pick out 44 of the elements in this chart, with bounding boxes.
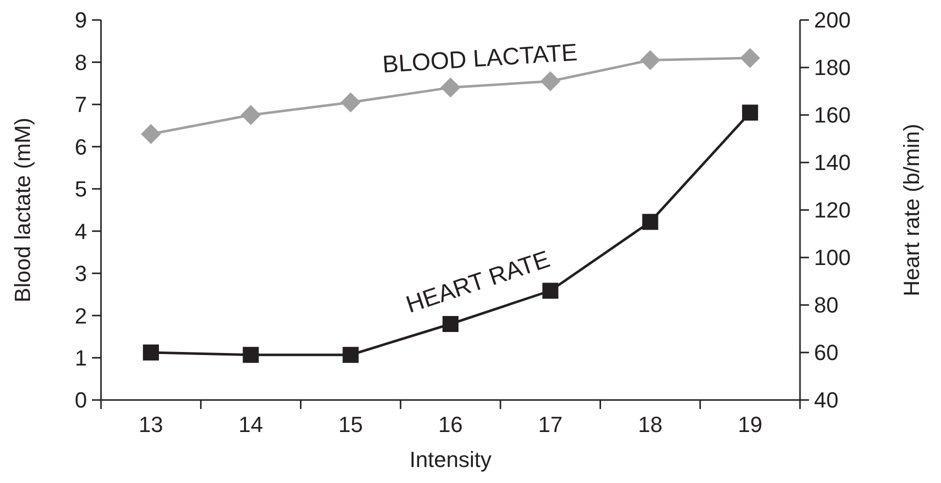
y2-tick-label: 60 <box>814 340 838 366</box>
x-tick-label: 17 <box>538 412 563 437</box>
x-tick-label: 19 <box>738 412 762 437</box>
point <box>640 50 660 70</box>
y-tick-label: 3 <box>74 261 87 286</box>
y-tick-label: 4 <box>74 218 87 244</box>
y2-tick-label: 140 <box>814 150 851 176</box>
x-tick-label: 18 <box>638 412 662 437</box>
point <box>242 346 259 363</box>
point <box>142 344 159 360</box>
y-tick-label: 6 <box>74 134 87 160</box>
y2-tick-label: 200 <box>814 8 851 33</box>
y2-axis-title: Heart rate (b/min) <box>899 124 924 296</box>
x-tick-label: 16 <box>438 412 463 437</box>
x-tick-label: 15 <box>338 412 363 437</box>
point <box>742 104 758 121</box>
y-tick-label: 0 <box>74 388 87 413</box>
x-tick-label: 13 <box>138 412 164 437</box>
y2-tick-label: 120 <box>814 198 851 223</box>
point <box>240 105 261 125</box>
y-axis-title: Blood lactate (mM) <box>10 118 35 302</box>
point <box>540 71 560 92</box>
x-axis-title: Intensity <box>410 447 492 472</box>
y-tick-label: 9 <box>74 8 87 33</box>
y-tick-label: 5 <box>74 176 87 202</box>
point <box>140 124 161 144</box>
y2-tick-label: 80 <box>814 292 838 318</box>
y-tick-label: 1 <box>74 345 87 370</box>
point <box>340 92 361 112</box>
x-tick-label: 14 <box>238 412 264 437</box>
point <box>440 78 460 98</box>
point <box>642 214 658 230</box>
y2-tick-label: 100 <box>814 245 851 270</box>
y-tick-label: 7 <box>74 92 87 118</box>
text: HEART RATE <box>402 246 554 319</box>
series-label: BLOOD LACTATE <box>382 39 578 79</box>
y-tick-label: 8 <box>74 50 87 75</box>
point <box>342 346 359 363</box>
y2-tick-label: 180 <box>814 55 851 80</box>
y2-tick-label: 40 <box>814 388 838 413</box>
y-tick-label: 2 <box>74 303 87 328</box>
point <box>442 316 458 332</box>
point <box>740 48 760 68</box>
y2-tick-label: 160 <box>814 102 851 128</box>
